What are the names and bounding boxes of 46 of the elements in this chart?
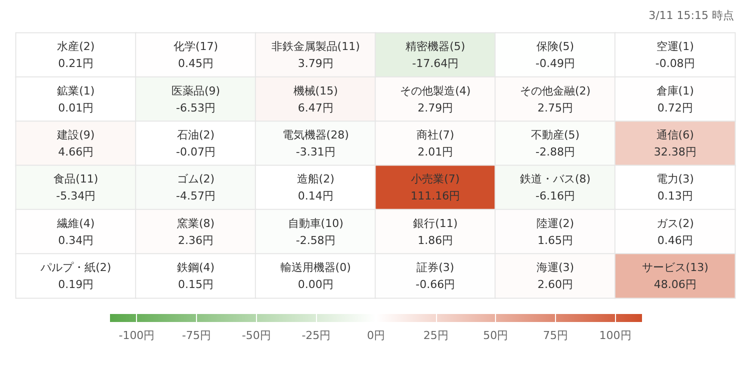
data-label: その他金融(2) 2.75円: [520, 84, 591, 114]
data-label: 商社(7) 2.01円: [416, 128, 454, 158]
data-label: 建設(9) 4.66円: [56, 128, 95, 158]
data-label: 石油(2) -0.07円: [176, 128, 216, 158]
data-label: その他製造(4) 2.79円: [400, 84, 471, 114]
data-label: 倉庫(1) 0.72円: [656, 84, 694, 114]
data-label: 不動産(5) -2.88円: [530, 128, 580, 158]
color-bar-label: 75円: [542, 329, 568, 342]
data-label: 鉄道・バス(8) -6.16円: [520, 172, 591, 203]
color-bar-label: 50円: [483, 329, 508, 342]
data-label: 銀行(11) 1.86円: [413, 216, 458, 247]
data-label: 通信(6) 32.38円: [654, 128, 696, 158]
data-label: サービス(13) 48.06円: [642, 260, 708, 291]
data-label: 海運(3) 2.60円: [536, 260, 574, 291]
data-label: 輸送用機器(0) 0.00円: [280, 260, 351, 291]
data-label: 空運(1) -0.08円: [655, 40, 695, 70]
color-bar-label: 25円: [423, 329, 448, 342]
data-label: 保険(5) -0.49円: [536, 40, 575, 70]
color-bar-label: -100円: [118, 329, 155, 342]
data-label: 機械(15) 6.47円: [293, 84, 338, 114]
data-label: パルプ・紙(2) 0.19円: [40, 260, 112, 291]
data-label: 医薬品(9) -6.53円: [171, 84, 220, 114]
data-label: 食品(11) -5.34円: [54, 172, 98, 203]
color-bar-label: 100円: [599, 329, 632, 342]
data-label: 水産(2) 0.21円: [57, 40, 95, 70]
data-label: 化学(17) 0.45円: [173, 40, 218, 70]
data-label: 陸運(2) 1.65円: [536, 216, 574, 247]
text: 3/11 15:15 時点: [648, 9, 734, 22]
data-label: ゴム(2) -4.57円: [176, 172, 216, 203]
color-bar-label: 0円: [367, 329, 385, 342]
data-label: 電気機器(28) -3.31円: [282, 128, 349, 158]
data-label: 小売業(7) 111.16円: [410, 172, 460, 203]
color-bar-label: -50円: [242, 329, 271, 342]
data-label: ガス(2) 0.46円: [656, 216, 694, 247]
data-label: 窯業(8) 2.36円: [176, 216, 215, 247]
color-bar-label: -75円: [182, 329, 212, 342]
data-label: 電力(3) 0.13円: [656, 172, 694, 203]
color-bar-label: -25円: [302, 329, 331, 342]
data-label: 鉱業(1) 0.01円: [57, 84, 95, 114]
data-label: 造船(2) 0.14円: [296, 172, 334, 203]
data-label: 非鉄金属製品(11) 3.79円: [271, 40, 360, 70]
data-label: 繊維(4) 0.34円: [56, 216, 95, 247]
data-label: 鉄鋼(4) 0.15円: [176, 260, 215, 291]
data-label: 証券(3) -0.66円: [416, 260, 456, 291]
data-label: 自動車(10) -2.58円: [288, 216, 344, 247]
data-label: 精密機器(5) -17.64円: [406, 40, 466, 70]
